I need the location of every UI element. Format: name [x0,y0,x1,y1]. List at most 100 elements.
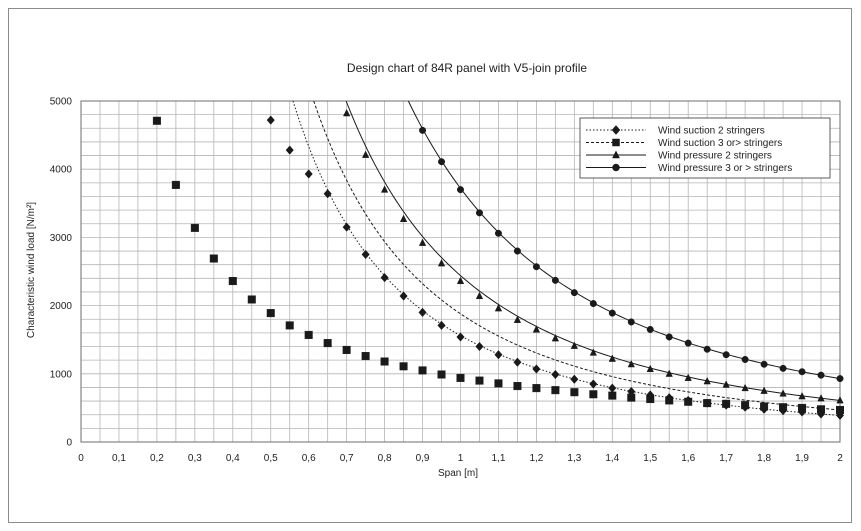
series-4-point [494,229,502,237]
plot-area-border [80,100,841,443]
x-tick-label: 1,3 [567,453,581,464]
series-3-point [722,380,730,388]
y-tick-label: 1000 [50,369,73,380]
series-3-point [684,373,692,381]
x-tick-label: 1,5 [643,453,657,464]
legend-label: Wind pressure 2 stringers [658,151,772,162]
series-4-point [438,158,446,166]
series-2-point [589,390,598,399]
series-2-point [361,352,370,361]
series-2-point [570,388,579,397]
series-4-point [646,325,654,333]
series-3-point [532,325,541,333]
series-4-point [551,276,559,284]
series-2-point [171,180,180,189]
series-1-point [513,357,522,367]
series-3-point [760,386,768,394]
series-4-point [513,247,521,255]
series-4-point [589,300,597,308]
series-2-point [608,391,617,400]
series-4-point [703,345,711,353]
series-3-point [513,315,522,323]
x-tick-label: 0,5 [264,453,278,464]
series-2-point [703,399,712,408]
series-3-point [589,348,597,356]
series-2-point [323,339,332,348]
legend-label: Wind pressure 3 or > stringers [658,163,792,174]
series-2-point [798,403,807,412]
legend-marker [612,150,620,159]
series-line-2 [313,101,840,411]
series-4-point [779,364,787,372]
series-2-point [152,116,161,125]
legend-label: Wind suction 3 or> stringers [658,138,782,149]
series-4-point [722,351,730,359]
series-1-point [304,169,313,179]
series-4-point [684,339,692,347]
series-4-point [741,355,749,363]
series-3-point [836,396,844,404]
series-1-point [285,145,294,155]
series-4-point [627,318,635,326]
series-2-point [627,393,636,402]
x-axis-ticks: 0 0,1 0,2 0,3 0,4 0,5 0,6 0,7 0,8 0,9 1 1,1 1,2 1,3 1,… [78,453,843,464]
series-2-point [532,384,541,393]
x-tick-label: 0 [78,453,84,464]
y-axis-ticks: 0 1000 2000 3000 4000 5000 [50,97,73,449]
y-tick-label: 2000 [50,301,73,312]
chart-frame [8,8,852,523]
series-2-point [247,295,256,304]
series-1-point [608,383,617,393]
series-1-point [494,350,503,360]
series-3-point [380,185,389,193]
x-tick-label: 1,2 [529,453,543,464]
series-3-point [475,291,484,300]
series-2-point [779,403,788,412]
grid [80,100,841,443]
series-2-point [399,362,408,371]
x-tick-label: 1,4 [605,453,619,464]
x-tick-label: 0,9 [416,453,430,464]
series-2-point [760,402,769,411]
series-1-point [589,379,598,389]
series-1-point [418,307,427,318]
y-tick-label: 5000 [50,97,73,108]
x-tick-label: 1,6 [681,453,695,464]
series-2-point [304,330,313,339]
series-1-point [380,273,389,283]
series-3-point [456,276,465,285]
series-2-point [437,370,446,379]
series-4-point [570,289,578,297]
series-1-point [361,249,370,260]
series-1-point [437,320,446,331]
series-2-point [494,379,503,388]
series-1-point [570,374,579,384]
series-1-point [532,364,541,374]
series-3-point [342,108,351,117]
series-2-point [741,401,750,410]
series-3-point [779,389,787,397]
x-tick-label: 0,8 [378,453,392,464]
x-tick-label: 1,9 [795,453,809,464]
series-2-point [342,345,351,354]
y-tick-label: 3000 [50,233,73,244]
series-3-point [646,364,654,373]
series-4-point [419,126,427,134]
series-2-point [418,366,427,375]
series-2-point [266,309,275,318]
series-3-point [361,150,370,158]
series-3-point [570,341,579,349]
series-4-point [836,375,844,383]
series-1-point [475,341,484,352]
x-tick-label: 0,3 [188,453,202,464]
legend-marker [612,138,620,147]
series-4-point [760,360,768,368]
series-2-point [228,277,237,286]
series-1-point [323,189,332,199]
series-3-point [608,354,616,362]
series-3-point [494,304,503,312]
series-2-point [456,373,465,382]
series-2-point [646,395,655,404]
